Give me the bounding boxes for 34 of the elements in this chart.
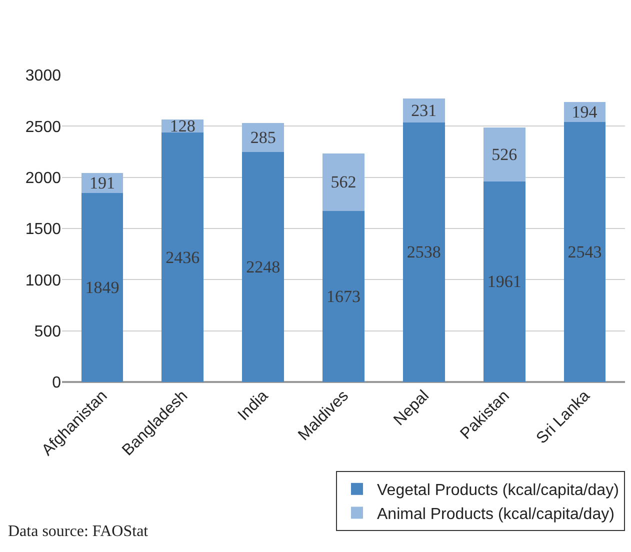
bar (483, 181, 526, 382)
bar (322, 210, 364, 382)
data-label: 2436 (166, 248, 200, 267)
bar (81, 192, 124, 382)
data-label: 1849 (85, 278, 120, 297)
data-label: 562 (330, 172, 356, 192)
y-tick-label: 1500 (25, 221, 62, 238)
y-tick-label: 500 (34, 323, 62, 340)
data-label: 526 (492, 144, 518, 164)
y-tick-label: 0 (52, 374, 62, 392)
bar (162, 132, 204, 382)
bar (322, 153, 364, 211)
data-label: 1673 (326, 286, 360, 306)
data-label: 231 (411, 100, 437, 120)
bar (483, 128, 526, 182)
y-tick-label: 1000 (25, 272, 62, 290)
source-note: Data source: FAOStat (8, 523, 149, 540)
data-label: 194 (572, 102, 598, 122)
data-label: 128 (170, 116, 196, 136)
y-tick-label: 2500 (25, 118, 62, 136)
y-tick-label: 3000 (25, 68, 62, 85)
bar (242, 152, 284, 382)
data-label: 191 (89, 174, 115, 193)
data-label: 2248 (246, 257, 280, 276)
data-label: 1961 (487, 272, 522, 292)
y-tick-label: 2000 (25, 170, 62, 187)
data-label: 285 (250, 128, 276, 147)
data-label: 2538 (406, 242, 441, 262)
bar (403, 122, 445, 382)
bar (403, 98, 445, 122)
bar (564, 122, 606, 382)
legend-label: Animal Products (kcal/capita/day) (377, 506, 614, 523)
legend-label: Vegetal Products (kcal/capita/day) (377, 482, 619, 500)
data-label: 2543 (568, 242, 602, 262)
